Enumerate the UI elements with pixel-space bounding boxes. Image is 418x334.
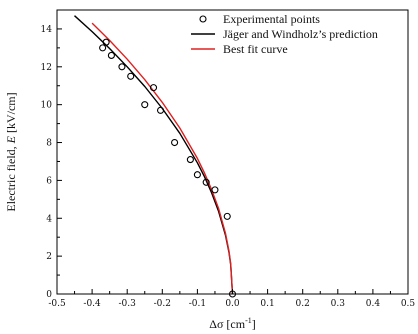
x-axis-label: Δσ [cm-1] xyxy=(209,316,256,331)
data-point xyxy=(211,186,219,194)
x-tick-label: 0.3 xyxy=(331,299,346,309)
best-fit-curve xyxy=(91,22,234,294)
y-axis-label-suffix: [kV/cm] xyxy=(4,92,18,136)
y-tick-label: 14 xyxy=(41,25,53,35)
y-tick-label: 6 xyxy=(46,176,52,186)
data-point xyxy=(193,171,201,179)
x-tick-label: -0.1 xyxy=(189,299,206,309)
x-axis-label-sup: -1 xyxy=(245,316,252,325)
data-point xyxy=(141,101,149,109)
y-tick-label: 4 xyxy=(46,214,52,224)
data-point xyxy=(156,106,165,114)
plot-frame xyxy=(56,9,409,295)
legend-label: Experimental points xyxy=(223,12,320,26)
y-tick-label: 8 xyxy=(46,139,52,149)
x-tick-label: 0.1 xyxy=(260,299,274,309)
y-tick-label: 12 xyxy=(41,63,52,73)
data-point xyxy=(202,178,210,186)
x-axis-label-main: Δσ [cm xyxy=(209,317,246,331)
prediction-curve xyxy=(74,15,234,294)
y-axis-label-prefix: Electric field, xyxy=(4,143,18,211)
x-tick-label: 0.5 xyxy=(401,299,416,309)
data-point xyxy=(107,51,115,59)
data-point xyxy=(118,63,126,71)
y-axis-label: Electric field, E [kV/cm] xyxy=(4,92,18,211)
x-tick-label: -0.4 xyxy=(83,299,101,309)
y-tick-label: 10 xyxy=(41,101,53,111)
data-point xyxy=(223,212,231,220)
y-tick-label: 2 xyxy=(46,252,52,262)
data-point xyxy=(149,84,158,92)
legend-label: Jäger and Windholz’s prediction xyxy=(223,27,378,41)
data-point xyxy=(99,44,107,52)
x-tick-label: 0.0 xyxy=(225,299,240,309)
x-tick-label: 0.2 xyxy=(296,299,310,309)
data-point xyxy=(186,156,194,164)
y-tick-label: 0 xyxy=(46,290,52,300)
x-tick-label: 0.4 xyxy=(366,299,381,309)
legend-marker-experimental xyxy=(199,15,207,23)
legend-label: Best fit curve xyxy=(223,42,288,56)
x-axis-label-end: ] xyxy=(252,317,256,331)
data-point xyxy=(102,38,110,46)
point-layer xyxy=(99,38,237,298)
y-axis-ticks: 0 2 4 6 8 10 12 14 xyxy=(41,9,62,300)
y-axis-label-var: E xyxy=(4,135,18,144)
x-tick-label: -0.2 xyxy=(154,299,171,309)
curve-layer xyxy=(74,15,234,294)
data-point xyxy=(127,72,135,80)
data-point xyxy=(171,138,179,147)
x-tick-label: -0.3 xyxy=(119,299,137,309)
x-tick-label: -0.5 xyxy=(48,299,66,309)
